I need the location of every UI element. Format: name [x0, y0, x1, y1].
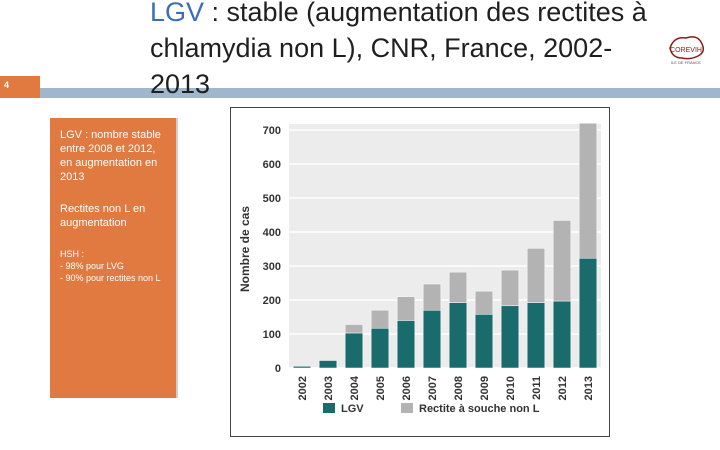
- bar-non-l: [526, 248, 546, 303]
- bar-lgv: [448, 302, 468, 369]
- hsh-line-lgv: - 98% pour LVG: [60, 261, 124, 271]
- bar-non-l: [552, 220, 572, 302]
- title-prefix: LGV: [150, 0, 205, 27]
- bar-lgv: [318, 360, 338, 369]
- bar-chart: 0 100 200 300 400 500 600 700 Nombre de cas 2002 2…: [238, 122, 601, 415]
- legend-label-non-l: Rectite à souche non L: [419, 403, 540, 415]
- bar-non-l: [500, 269, 520, 307]
- slide-number: 4: [4, 80, 10, 90]
- y-tick-label: 0: [275, 363, 281, 375]
- bar-non-l: [370, 309, 390, 329]
- legend-label-lgv: LGV: [341, 403, 364, 415]
- x-tick-label: 2008: [453, 376, 465, 400]
- bar-lgv: [500, 305, 520, 369]
- x-tick-label: 2012: [557, 376, 569, 400]
- x-tick-label: 2010: [505, 376, 517, 400]
- y-tick-label: 300: [263, 261, 281, 273]
- side-para-lgv: LGV : nombre stable entre 2008 et 2012, …: [60, 129, 161, 183]
- bar-lgv: [526, 302, 546, 369]
- bar-lgv: [578, 257, 598, 369]
- bar-lgv: [292, 366, 312, 369]
- bar-non-l: [344, 324, 364, 334]
- y-tick-label: 200: [263, 295, 281, 307]
- x-tick-label: 2006: [401, 376, 413, 400]
- bar-lgv: [552, 300, 572, 369]
- x-tick-label: 2011: [531, 376, 543, 400]
- legend-swatch-lgv: [323, 403, 335, 413]
- bar-lgv: [474, 314, 494, 369]
- slide-number-box: [0, 76, 40, 98]
- side-panel: LGV : nombre stable entre 2008 et 2012, …: [50, 118, 178, 398]
- chart-box: 0 100 200 300 400 500 600 700 Nombre de cas 2002 2…: [230, 107, 610, 437]
- bar-lgv: [370, 327, 390, 369]
- y-tick-label: 500: [263, 193, 281, 205]
- hsh-line-rectites: - 90% pour rectites non L: [60, 273, 161, 283]
- logo-subtext: ILE DE FRANCE: [671, 60, 702, 65]
- y-axis-label: Nombre de cas: [238, 206, 252, 292]
- x-tick-label: 2009: [479, 376, 491, 400]
- title-text: : stable (augmentation des rectites à ch…: [150, 0, 647, 99]
- y-tick-label: 600: [263, 159, 281, 171]
- x-tick-label: 2004: [349, 375, 361, 400]
- x-tick-label: 2002: [297, 376, 309, 400]
- bar-non-l: [422, 283, 442, 311]
- bar-non-l: [448, 271, 468, 303]
- bar-lgv: [344, 332, 364, 369]
- x-tick-label: 2003: [323, 376, 335, 400]
- y-tick-label: 100: [263, 329, 281, 341]
- header-divider-bar: [0, 88, 720, 98]
- x-tick-label: 2013: [583, 376, 595, 400]
- bar-non-l: [474, 290, 494, 315]
- bar-lgv: [396, 320, 416, 369]
- legend-swatch-non-l: [401, 403, 413, 413]
- bar-lgv: [422, 309, 442, 369]
- y-tick-label: 700: [263, 125, 281, 137]
- slide-title: LGV : stable (augmentation des rectites …: [150, 0, 650, 102]
- bar-non-l: [578, 122, 598, 259]
- logo-text: COREVIH: [670, 47, 702, 54]
- side-para-hsh: HSH : - 98% pour LVG - 90% pour rectites…: [60, 248, 166, 284]
- x-tick-label: 2005: [375, 376, 387, 400]
- y-tick-label: 400: [263, 227, 281, 239]
- corevih-logo-icon: COREVIH ILE DE FRANCE: [669, 36, 705, 65]
- side-para-rectites: Rectites non L en augmentation: [60, 203, 146, 229]
- bar-non-l: [396, 296, 416, 321]
- x-tick-label: 2007: [427, 376, 439, 400]
- hsh-title: HSH :: [60, 249, 85, 259]
